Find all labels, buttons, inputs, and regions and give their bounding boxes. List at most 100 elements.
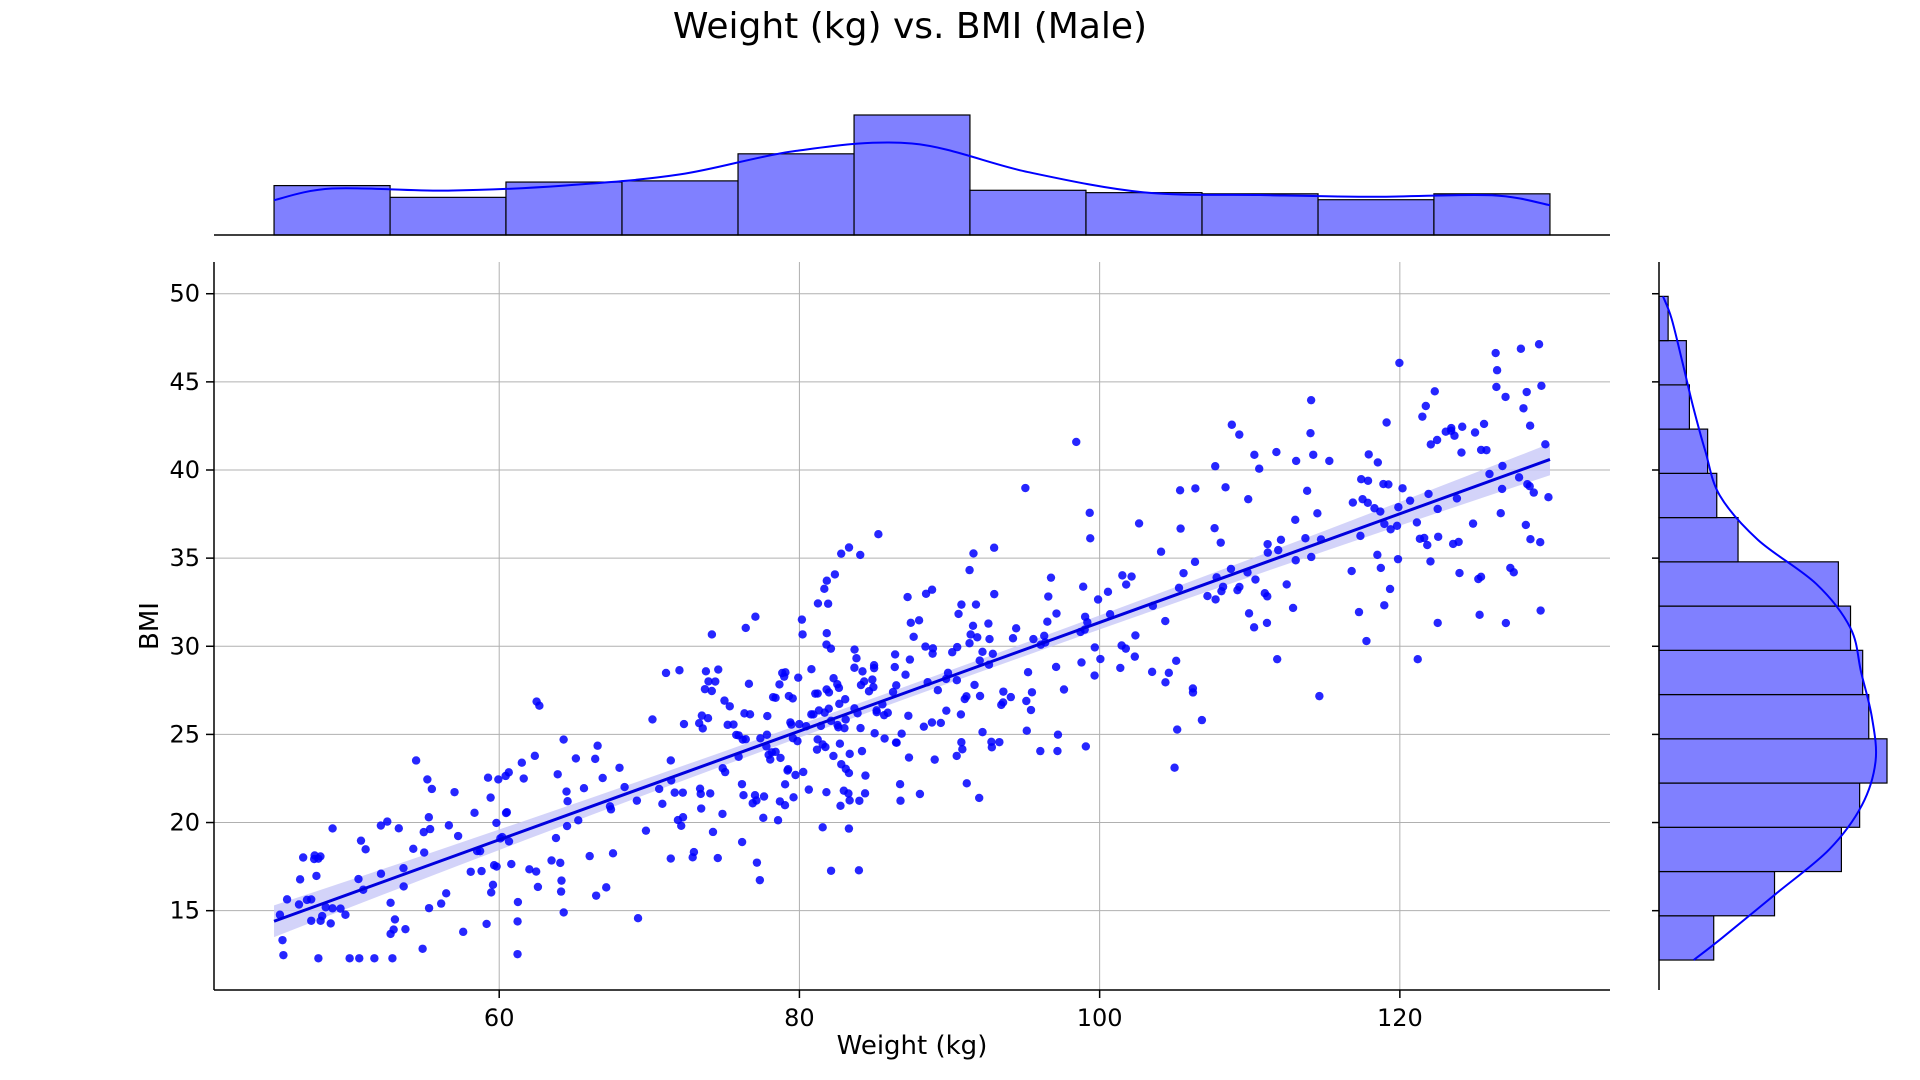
- scatter-point: [780, 801, 790, 810]
- scatter-point: [470, 808, 479, 818]
- scatter-point: [1274, 545, 1283, 555]
- scatter-point: [1250, 450, 1259, 460]
- x-axis-label: Weight (kg): [837, 1031, 988, 1061]
- scatter-point: [1395, 358, 1404, 368]
- scatter-point: [990, 589, 999, 599]
- scatter-point: [834, 683, 844, 693]
- right-marginal-histogram: [1652, 262, 1888, 990]
- scatter-point: [1263, 539, 1272, 549]
- scatter-point: [824, 688, 834, 697]
- scatter-point: [513, 949, 522, 959]
- scatter-point: [1476, 572, 1486, 582]
- scatter-point: [1452, 494, 1462, 503]
- scatter-point: [688, 853, 697, 862]
- scatter-point: [602, 883, 611, 892]
- scatter-point: [394, 824, 403, 833]
- chart-title: Weight (kg) vs. BMI (Male): [673, 6, 1147, 47]
- scatter-point: [764, 750, 773, 759]
- scatter-point: [856, 680, 866, 690]
- scatter-point: [700, 684, 710, 694]
- scatter-point: [563, 797, 572, 806]
- top-histogram-bar: [621, 180, 739, 236]
- scatter-point: [807, 664, 816, 674]
- scatter-point: [1221, 483, 1230, 492]
- scatter-point: [1172, 725, 1182, 734]
- scatter-point: [845, 796, 854, 805]
- right-histogram-bar: [1658, 561, 1839, 607]
- scatter-point: [466, 867, 475, 876]
- scatter-point: [840, 695, 850, 704]
- scatter-point: [1433, 618, 1442, 628]
- scatter-point: [1210, 523, 1219, 533]
- scatter-point: [737, 779, 747, 789]
- scatter-point: [708, 827, 718, 837]
- scatter-point: [870, 729, 879, 738]
- scatter-point: [1262, 618, 1272, 628]
- scatter-point: [773, 816, 783, 825]
- scatter-point: [968, 621, 978, 631]
- scatter-point: [1492, 382, 1501, 392]
- y-tick-label: 25: [169, 720, 200, 748]
- scatter-point: [957, 738, 966, 747]
- scatter-point: [759, 813, 768, 823]
- scatter-point: [755, 875, 765, 885]
- scatter-point: [906, 618, 915, 628]
- scatter-point: [501, 808, 511, 818]
- scatter-point: [1496, 508, 1505, 518]
- scatter-point: [1514, 473, 1524, 482]
- top-histogram-bar: [505, 181, 623, 236]
- scatter-point: [530, 751, 540, 761]
- scatter-point: [1457, 448, 1466, 457]
- scatter-point: [995, 737, 1004, 747]
- scatter-point: [492, 818, 501, 828]
- scatter-point: [714, 665, 723, 674]
- scatter-point: [711, 677, 720, 686]
- scatter-point: [1376, 563, 1386, 573]
- scatter-point: [1043, 617, 1052, 626]
- scatter-point: [1392, 521, 1402, 530]
- scatter-point: [1235, 430, 1244, 439]
- scatter-point: [559, 735, 568, 744]
- scatter-point: [1053, 746, 1062, 756]
- scatter-point: [844, 768, 854, 778]
- scatter-point: [1347, 566, 1356, 576]
- scatter-point: [1161, 616, 1170, 626]
- scatter-point: [752, 858, 762, 867]
- scatter-point: [494, 775, 503, 784]
- scatter-point: [1053, 730, 1063, 739]
- scatter-point: [1244, 609, 1254, 618]
- scatter-point: [1176, 524, 1185, 533]
- scatter-point: [326, 919, 335, 928]
- scatter-point: [915, 789, 925, 799]
- scatter-point: [336, 904, 345, 913]
- scatter-point: [487, 888, 496, 897]
- scatter-point: [921, 642, 930, 651]
- scatter-point: [678, 788, 688, 797]
- scatter-point: [1380, 519, 1389, 529]
- scatter-point: [557, 876, 566, 885]
- scatter-point: [1455, 568, 1464, 578]
- scatter-point: [1536, 606, 1545, 615]
- scatter-point: [903, 592, 912, 602]
- scatter-point: [1263, 548, 1272, 557]
- scatter-point: [927, 718, 937, 727]
- top-histogram-bar: [737, 153, 855, 236]
- right-histogram-bar: [1658, 782, 1861, 828]
- scatter-point: [615, 763, 624, 772]
- scatter-point: [427, 784, 437, 794]
- scatter-point: [1227, 420, 1237, 429]
- scatter-point: [697, 711, 707, 720]
- scatter-point: [1373, 458, 1383, 467]
- scatter-point: [872, 708, 881, 717]
- right-histogram-bar: [1658, 472, 1718, 519]
- scatter-point: [713, 853, 722, 863]
- scatter-point: [909, 632, 918, 642]
- scatter-point: [798, 630, 807, 639]
- scatter-point: [791, 770, 800, 780]
- scatter-point: [1415, 534, 1425, 543]
- right-histogram-bar: [1658, 738, 1888, 784]
- scatter-point: [1485, 469, 1494, 479]
- scatter-point: [298, 853, 308, 862]
- scatter-point: [883, 708, 892, 717]
- scatter-point: [1272, 447, 1281, 457]
